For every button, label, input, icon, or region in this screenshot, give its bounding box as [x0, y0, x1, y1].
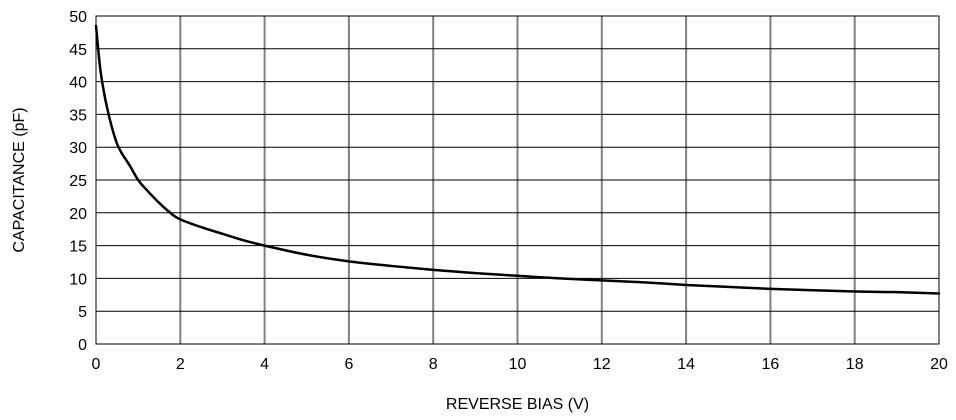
- x-tick-label: 8: [429, 356, 438, 373]
- capacitance-curve: [94, 24, 941, 295]
- y-tick-label: 40: [69, 75, 87, 92]
- x-tick-label: 6: [344, 356, 353, 373]
- x-tick-label: 4: [260, 356, 269, 373]
- horizontal-gridlines: [96, 48, 939, 312]
- y-tick-labels: 0 5 10 15 20 25 30 35 40 45 50: [69, 9, 87, 354]
- x-tick-label: 20: [930, 356, 948, 373]
- y-axis-label: CAPACITANCE (pF): [11, 107, 28, 252]
- x-tick-label: 18: [846, 356, 864, 373]
- x-tick-label: 16: [762, 356, 780, 373]
- x-tick-label: 10: [509, 356, 527, 373]
- y-tick-label: 0: [78, 337, 87, 354]
- y-tick-label: 30: [69, 140, 87, 157]
- y-tick-label: 15: [69, 239, 87, 256]
- plot-frame: [95, 15, 940, 345]
- x-tick-label: 14: [677, 356, 695, 373]
- x-tick-label: 2: [176, 356, 185, 373]
- y-tick-label: 5: [78, 304, 87, 321]
- y-tick-label: 25: [69, 173, 87, 190]
- x-axis-label: REVERSE BIAS (V): [446, 396, 589, 413]
- series-layer: [94, 24, 941, 295]
- y-tick-label: 20: [69, 206, 87, 223]
- x-tick-label: 12: [593, 356, 611, 373]
- y-tick-label: 50: [69, 9, 87, 26]
- x-tick-labels: 0 2 4 6 8 10 12 14 16 18 20: [92, 356, 948, 373]
- y-tick-label: 35: [69, 107, 87, 124]
- x-tick-label: 0: [92, 356, 101, 373]
- y-tick-label: 10: [69, 271, 87, 288]
- y-tick-label: 45: [69, 42, 87, 59]
